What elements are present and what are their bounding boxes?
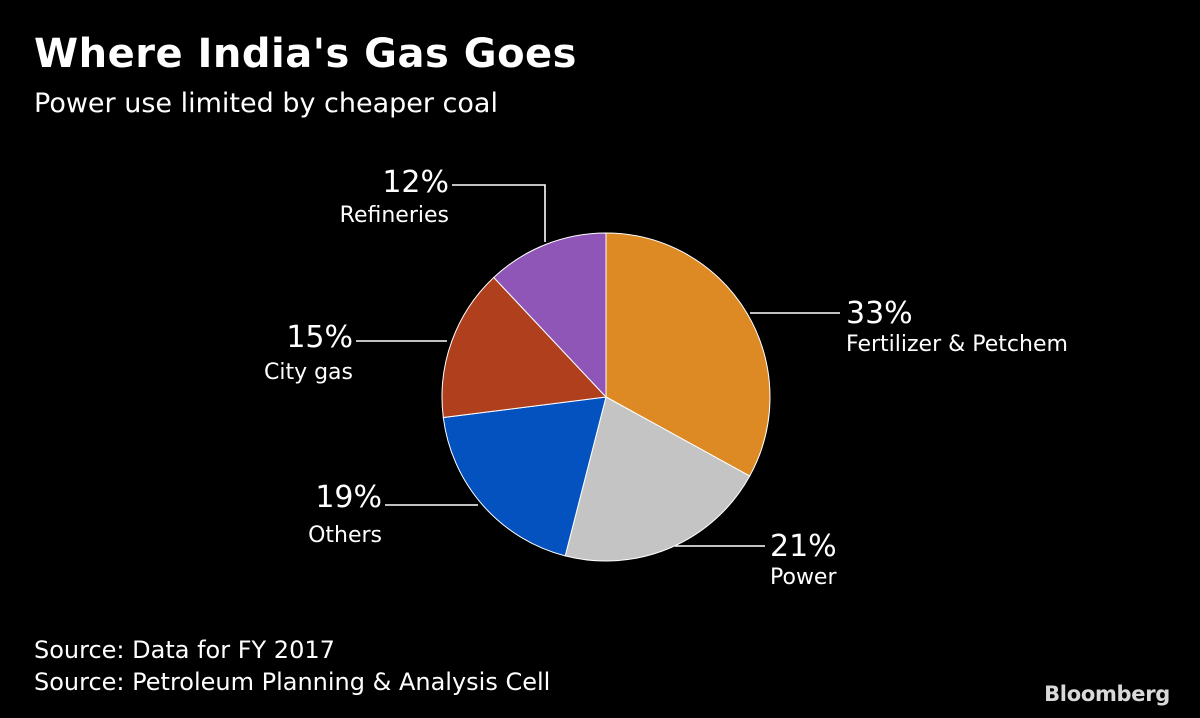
slice-value-city-gas: 15% <box>286 320 353 355</box>
pie-slice-city-gas <box>441 276 608 419</box>
leader-line-refineries <box>452 184 546 242</box>
slice-value-power: 21% <box>770 529 837 564</box>
slice-label-city-gas: City gas <box>264 360 353 385</box>
slice-value-others: 19% <box>315 480 382 515</box>
slice-value-fertilizer: 33% <box>846 296 913 331</box>
slice-label-others: Others <box>308 523 382 548</box>
pie-slice-power <box>564 396 751 562</box>
pie-slice-refineries <box>493 232 607 399</box>
source-note-2: Source: Petroleum Planning & Analysis Ce… <box>34 668 551 696</box>
pie-slice-fertilizer-petchem <box>605 232 771 477</box>
chart-subtitle: Power use limited by cheaper coal <box>34 88 498 119</box>
pie-slice-others <box>442 396 607 557</box>
chart-title: Where India's Gas Goes <box>34 31 577 77</box>
slice-label-power: Power <box>770 565 837 590</box>
slice-value-refineries: 12% <box>382 165 449 200</box>
pie-slices <box>441 232 771 562</box>
slice-label-refineries: Refineries <box>340 203 449 228</box>
bloomberg-logo: Bloomberg <box>1044 682 1170 706</box>
slice-label-fertilizer: Fertilizer & Petchem <box>846 332 1068 357</box>
source-note-1: Source: Data for FY 2017 <box>34 636 335 664</box>
